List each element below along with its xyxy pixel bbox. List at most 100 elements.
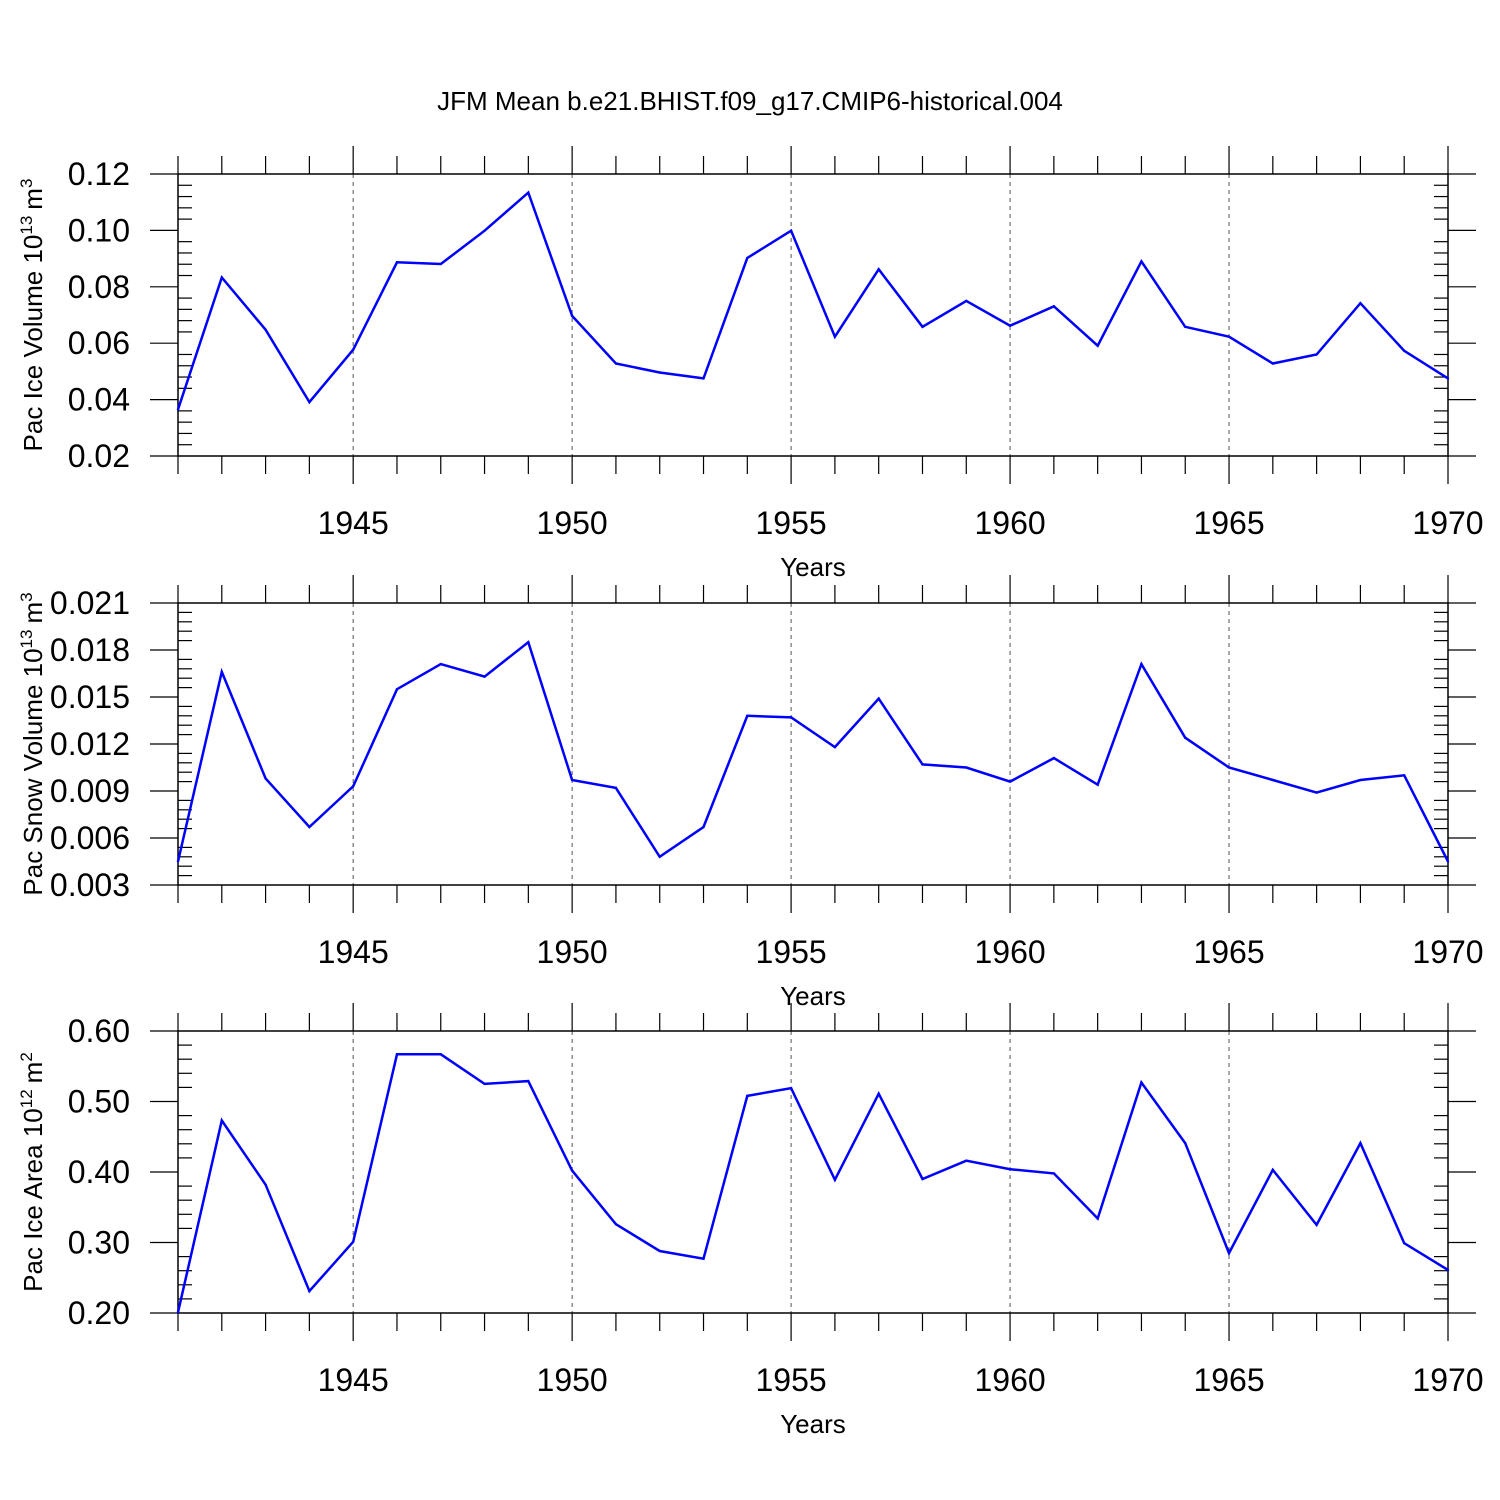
data-point <box>220 276 223 279</box>
x-tick-label: 1970 <box>1412 505 1483 541</box>
y-tick-label: 0.40 <box>68 1154 130 1190</box>
data-point <box>308 400 311 404</box>
x-axis-label: Years <box>780 552 846 582</box>
y-axis-label: Pac Snow Volume 1013 m3 <box>17 592 48 895</box>
data-point <box>746 714 749 717</box>
data-point <box>789 1086 793 1090</box>
data-point <box>877 1092 880 1095</box>
y-tick-label: 0.30 <box>68 1225 130 1261</box>
data-point <box>965 299 968 303</box>
series-line <box>176 640 1450 863</box>
data-point <box>1315 353 1318 356</box>
y-axis-label-text: Pac Ice Volume 10 <box>18 235 48 452</box>
y-tick-label: 0.60 <box>68 1013 130 1049</box>
data-point <box>1096 1217 1099 1220</box>
data-point <box>1096 783 1099 786</box>
data-point <box>1446 860 1450 863</box>
x-tick-label: 1950 <box>537 505 608 541</box>
y-tick-label: 0.018 <box>50 632 130 668</box>
x-tick-label: 1945 <box>318 505 389 541</box>
chart-panel-3: 0.20 0.30 0.40 0.50 0.60 1945 1950 1955 1960 1965… <box>17 1003 1484 1439</box>
data-point <box>1359 1141 1362 1145</box>
data-point <box>1403 1242 1406 1245</box>
data-point <box>1140 1081 1143 1084</box>
data-point <box>702 1257 705 1260</box>
data-point <box>1446 1268 1450 1272</box>
x-tick-label: 1970 <box>1412 1362 1483 1398</box>
data-point <box>527 1079 530 1083</box>
y-tick-label: 0.02 <box>68 438 130 474</box>
data-point <box>833 335 837 338</box>
data-point <box>570 1169 574 1172</box>
x-axis-label: Years <box>780 1409 846 1439</box>
x-tick-label: 1945 <box>318 934 389 970</box>
y-axis-label-unit: m <box>18 188 48 210</box>
data-point <box>833 1178 837 1181</box>
y-axis-label-unit-exp: 2 <box>17 1052 36 1061</box>
y-axis-label-text: Pac Snow Volume 10 <box>18 648 48 895</box>
data-point <box>614 1222 618 1226</box>
data-point <box>1271 1168 1275 1172</box>
data-point <box>570 314 574 318</box>
data-point <box>483 229 486 232</box>
data-point <box>1052 1172 1056 1175</box>
y-tick-label: 0.50 <box>68 1084 130 1120</box>
chart-panel-1: 0.02 0.04 0.06 0.08 0.10 0.12 1945 1950 1955 1960… <box>17 146 1484 582</box>
x-tick-label: 1955 <box>756 934 827 970</box>
data-point <box>746 1094 749 1098</box>
data-point <box>220 1119 223 1122</box>
y-tick-label: 0.012 <box>50 726 130 762</box>
data-point <box>789 716 793 719</box>
data-point <box>483 675 486 678</box>
data-point <box>527 640 530 644</box>
data-point <box>1184 736 1187 739</box>
data-point <box>1227 335 1231 338</box>
data-point <box>1403 349 1406 353</box>
data-point <box>614 362 618 365</box>
x-tick-label: 1965 <box>1193 505 1264 541</box>
y-axis-label-unit: m <box>18 1062 48 1084</box>
data-point <box>1271 778 1275 782</box>
data-point <box>1315 791 1318 794</box>
x-tick-label: 1960 <box>974 1362 1045 1398</box>
x-tick-label: 1950 <box>537 934 608 970</box>
data-point <box>439 262 442 266</box>
y-axis-label-exp: 13 <box>17 216 36 235</box>
y-tick-label: 0.021 <box>50 585 130 621</box>
y-axis-label-text: Pac Ice Area 10 <box>18 1108 48 1292</box>
data-point <box>789 229 793 232</box>
y-tick-label: 0.009 <box>50 773 130 809</box>
data-point <box>746 256 749 260</box>
data-point <box>921 1177 924 1181</box>
data-point <box>351 348 355 351</box>
data-point <box>658 855 661 858</box>
data-point <box>1008 324 1012 327</box>
x-tick-label: 1960 <box>974 934 1045 970</box>
data-point <box>702 377 705 380</box>
data-point <box>264 777 267 780</box>
data-point <box>1315 1223 1318 1227</box>
x-tick-label: 1955 <box>756 505 827 541</box>
y-tick-label: 0.003 <box>50 867 130 903</box>
panels: 0.02 0.04 0.06 0.08 0.10 0.12 1945 1950 1955 1960… <box>17 146 1484 1439</box>
plot-frame <box>177 173 1449 457</box>
data-point <box>1184 1141 1187 1145</box>
data-point <box>1271 362 1275 365</box>
x-tick-label: 1945 <box>318 1362 389 1398</box>
x-tick-label: 1950 <box>537 1362 608 1398</box>
data-point <box>527 191 530 194</box>
x-tick-label: 1960 <box>974 505 1045 541</box>
data-point <box>1140 662 1143 666</box>
data-point <box>921 325 924 329</box>
data-point <box>220 670 223 674</box>
data-point <box>965 1159 968 1162</box>
data-point <box>1184 325 1187 329</box>
x-tick-label: 1965 <box>1193 1362 1264 1398</box>
data-point <box>439 1053 442 1056</box>
data-point <box>264 1183 267 1186</box>
data-point <box>658 1249 661 1253</box>
y-tick-label: 0.08 <box>68 269 130 305</box>
data-point <box>1096 344 1099 347</box>
data-point <box>351 785 355 788</box>
